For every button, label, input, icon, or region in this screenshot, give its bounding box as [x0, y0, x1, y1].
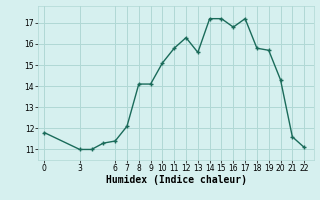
X-axis label: Humidex (Indice chaleur): Humidex (Indice chaleur) [106, 175, 246, 185]
